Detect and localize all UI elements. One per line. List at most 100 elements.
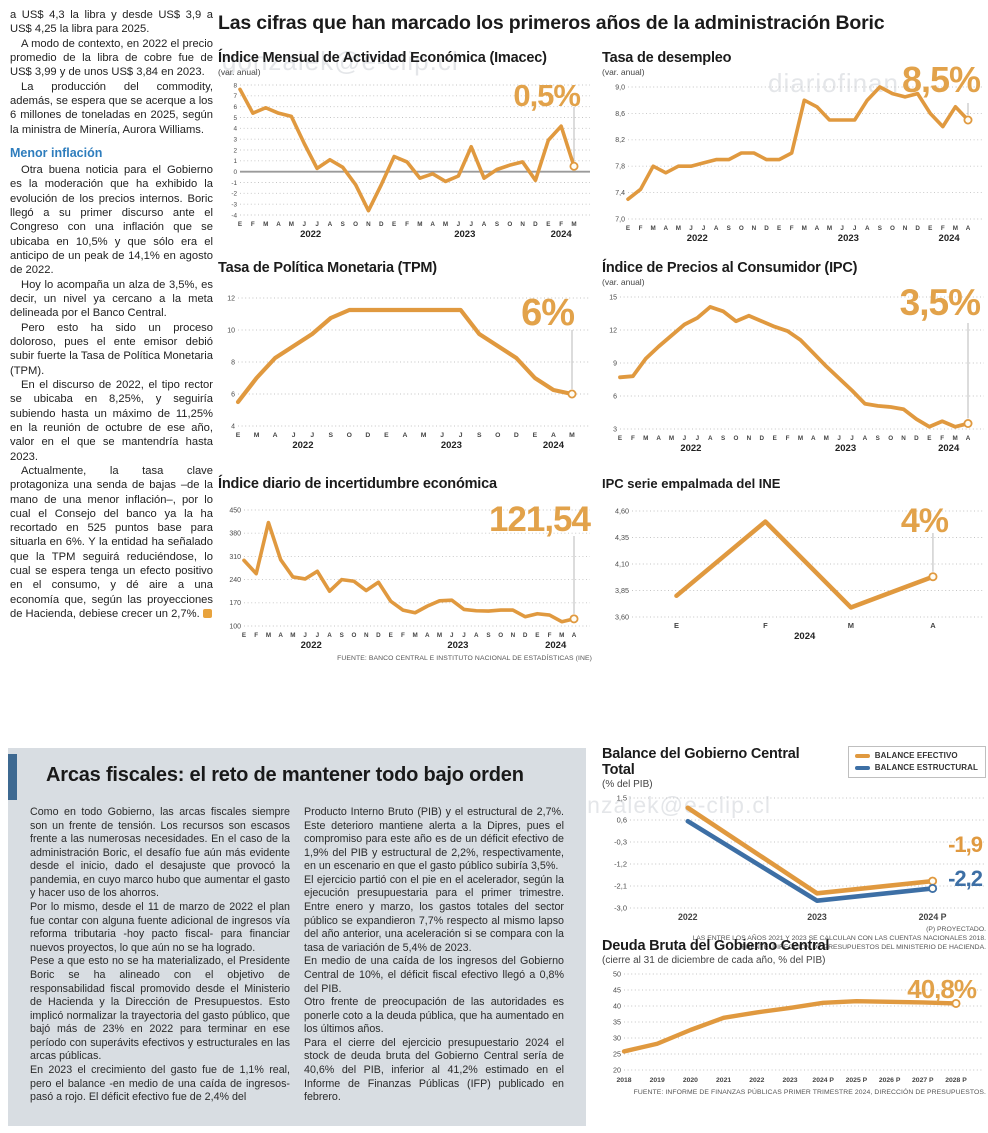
svg-text:S: S — [878, 225, 882, 232]
svg-text:-1,2: -1,2 — [614, 859, 627, 868]
svg-text:A: A — [276, 221, 281, 228]
svg-text:8: 8 — [233, 82, 237, 89]
svg-text:J: J — [316, 632, 320, 639]
svg-text:J: J — [302, 221, 306, 228]
fiscal-column-2: Producto Interno Bruto (PIB) y el estruc… — [304, 806, 564, 1105]
paragraph: En medio de una caída de los ingresos de… — [304, 955, 564, 995]
svg-text:A: A — [474, 632, 479, 639]
paragraph: En 2023 el crecimiento del gasto fue de … — [30, 1063, 290, 1104]
chart-highlight-value: 4% — [900, 502, 949, 540]
svg-text:10: 10 — [227, 327, 235, 334]
paragraph-text: Actualmente, la tasa clave protagoniza u… — [10, 464, 213, 621]
svg-text:170: 170 — [229, 600, 241, 607]
footnote: FUENTE: DIRECCIÓN DE PRESUPUESTOS DEL MI… — [741, 943, 986, 951]
svg-text:J: J — [315, 221, 319, 228]
svg-text:J: J — [303, 632, 307, 639]
article-subheading: Menor inflación — [10, 145, 103, 160]
svg-text:O: O — [507, 221, 512, 228]
svg-text:A: A — [966, 225, 971, 232]
svg-text:240: 240 — [229, 577, 241, 584]
ipc-ine-line-chart: 4,60 4,35 4,10 3,85 3,60 E F M A 2024 — [615, 506, 984, 642]
svg-text:N: N — [520, 221, 525, 228]
svg-text:2020: 2020 — [683, 1077, 698, 1084]
svg-text:45: 45 — [613, 985, 621, 994]
svg-text:M: M — [559, 632, 564, 639]
svg-text:S: S — [340, 632, 344, 639]
chart-highlight-value: 8,5% — [901, 59, 981, 100]
chart-card-ipc-ine: IPC serie empalmada del INE 4% 4,60 4,35 4… — [602, 476, 986, 643]
svg-text:7,0: 7,0 — [615, 216, 625, 223]
paragraph: El ejercicio partió con el pie en el ace… — [304, 873, 564, 954]
svg-text:S: S — [477, 432, 482, 439]
svg-text:310: 310 — [229, 554, 241, 561]
svg-text:F: F — [941, 225, 945, 232]
svg-text:8,6: 8,6 — [615, 111, 625, 118]
svg-text:A: A — [865, 225, 870, 232]
svg-text:M: M — [651, 225, 656, 232]
footnote: LAS ENTRE LOS AÑOS 2021 Y 2023 SE CALCUL… — [692, 934, 986, 942]
svg-text:A: A — [663, 225, 668, 232]
svg-text:M: M — [412, 632, 417, 639]
svg-text:S: S — [486, 632, 490, 639]
chart-title: Índice diario de incertidumbre económica — [218, 476, 497, 492]
svg-text:M: M — [421, 432, 427, 439]
svg-text:E: E — [535, 632, 539, 639]
svg-text:A: A — [482, 221, 487, 228]
svg-text:N: N — [903, 225, 908, 232]
svg-text:4,10: 4,10 — [615, 559, 629, 568]
chart-highlight-value: 121,54 — [488, 500, 591, 539]
svg-text:J: J — [469, 221, 473, 228]
paragraph: En el discurso de 2022, el tipo rector s… — [10, 378, 213, 463]
svg-text:M: M — [643, 435, 648, 442]
svg-text:J: J — [689, 225, 693, 232]
svg-text:S: S — [495, 221, 499, 228]
svg-text:D: D — [376, 632, 381, 639]
svg-text:450: 450 — [229, 507, 241, 514]
svg-text:A: A — [708, 435, 713, 442]
svg-text:2023: 2023 — [447, 640, 468, 651]
svg-text:O: O — [498, 632, 503, 639]
balance-estructural-value: -2,2 — [948, 866, 983, 891]
svg-text:2026 P: 2026 P — [879, 1077, 901, 1084]
svg-text:1,5: 1,5 — [617, 793, 627, 802]
svg-text:N: N — [364, 632, 369, 639]
svg-text:O: O — [353, 221, 358, 228]
chart-footnotes: (P) PROYECTADO. LAS ENTRE LOS AÑOS 2021 … — [602, 926, 986, 952]
svg-text:M: M — [289, 221, 294, 228]
svg-text:M: M — [437, 632, 442, 639]
svg-text:N: N — [511, 632, 516, 639]
paragraph: Pero esto ha sido un proceso doloroso, p… — [10, 321, 213, 377]
svg-text:2022: 2022 — [687, 233, 708, 244]
chart-title: Tasa de desempleo — [602, 50, 732, 66]
svg-text:E: E — [236, 432, 241, 439]
svg-text:A: A — [551, 432, 556, 439]
svg-text:F: F — [405, 221, 409, 228]
svg-text:3: 3 — [233, 137, 237, 144]
chart-card-ipc: Índice de Precios al Consumidor (IPC) (v… — [602, 260, 986, 457]
svg-text:2024: 2024 — [794, 631, 816, 642]
chart-title: Balance del Gobierno Central Total — [602, 746, 800, 778]
svg-text:2024: 2024 — [939, 233, 961, 244]
svg-text:D: D — [514, 432, 519, 439]
svg-text:M: M — [952, 435, 957, 442]
svg-text:35: 35 — [613, 1017, 621, 1026]
chart-source: FUENTE: INFORME DE FINANZAS PÚBLICAS PRI… — [633, 1089, 986, 1096]
chart-card-incertidumbre: Índice diario de incertidumbre económica… — [218, 476, 592, 662]
svg-text:2024 P: 2024 P — [812, 1077, 834, 1084]
paragraph: Por lo mismo, desde el 11 de marzo de 20… — [30, 901, 290, 954]
svg-text:D: D — [379, 221, 384, 228]
svg-text:A: A — [403, 432, 408, 439]
svg-text:M: M — [669, 435, 674, 442]
svg-text:6: 6 — [613, 393, 617, 400]
svg-text:M: M — [953, 225, 958, 232]
chart-title: Deuda Bruta del Gobierno Central — [602, 938, 830, 954]
svg-text:A: A — [863, 435, 868, 442]
svg-text:N: N — [747, 435, 752, 442]
svg-text:-3: -3 — [231, 202, 237, 209]
chart-subtitle: (var. anual) — [218, 67, 261, 77]
legend-swatch-efectivo — [854, 754, 870, 758]
svg-text:2018: 2018 — [616, 1077, 631, 1084]
svg-text:2024: 2024 — [545, 640, 567, 651]
chart-legend: BALANCE EFECTIVO BALANCE ESTRUCTURAL — [847, 746, 986, 778]
